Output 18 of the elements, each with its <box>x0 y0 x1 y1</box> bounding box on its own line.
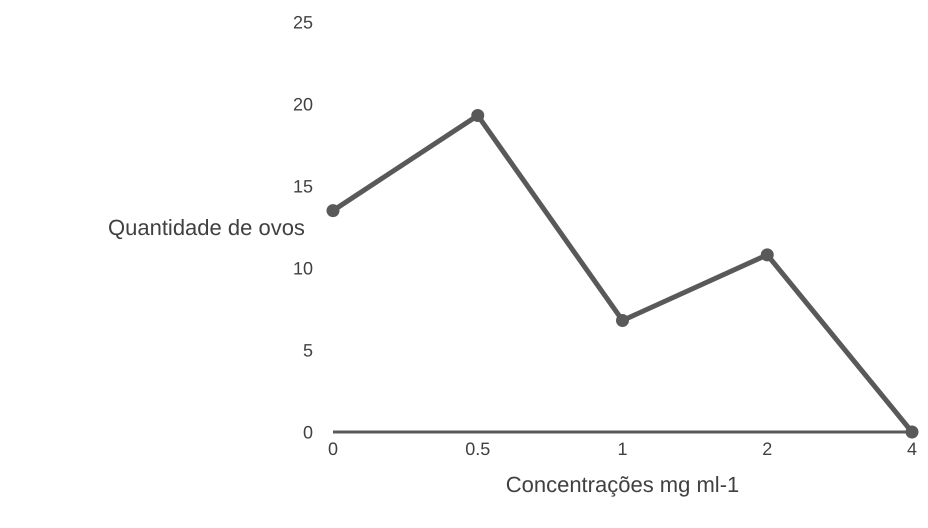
x-axis-title: Concentrações mg ml-1 <box>506 472 740 497</box>
point <box>471 108 484 122</box>
point <box>760 248 774 262</box>
x-tick-label: 0.5 <box>465 438 490 459</box>
y-axis-title: Quantidade de ovos <box>108 214 305 240</box>
x-tick-label: 0 <box>328 438 338 459</box>
x-tick-label: 4 <box>906 438 918 459</box>
y-tick-label: 0 <box>302 422 313 442</box>
y-tick-label: 15 <box>292 176 313 196</box>
y-tick-label: 20 <box>292 94 313 114</box>
y-tick-label: 10 <box>292 258 313 278</box>
point <box>906 426 918 438</box>
point <box>326 204 340 218</box>
y-tick-label: 5 <box>302 340 313 360</box>
y-tick-label: 25 <box>292 12 313 32</box>
point <box>616 314 629 327</box>
x-tick-label: 2 <box>762 438 772 459</box>
x-tick-label: 1 <box>617 438 628 459</box>
